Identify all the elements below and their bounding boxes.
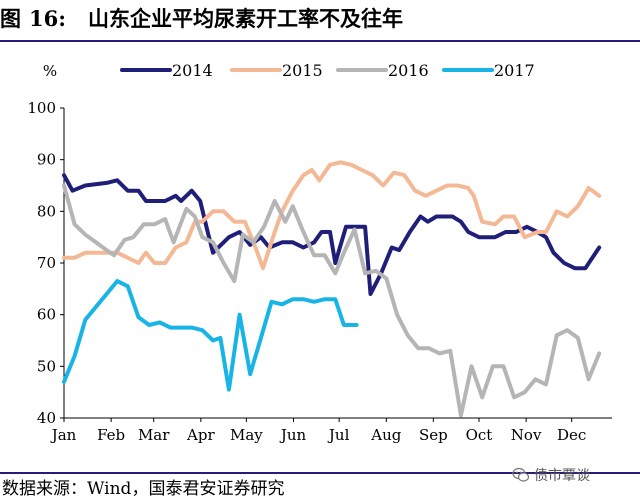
legend: 2014 2015 2016 2017 — [120, 61, 535, 80]
watermark-text: 债市覃谈 — [534, 468, 590, 484]
axes: 40 50 60 70 80 90 100 Jan Feb Mar Apr May Jun Jul Aug S… — [27, 99, 612, 444]
y-tick-label: 90 — [37, 151, 56, 169]
figure-label: 图 — [0, 6, 21, 31]
x-tick-label: Sep — [419, 426, 448, 444]
figure-number: 16: — [29, 6, 66, 31]
series-line-2014 — [62, 173, 602, 296]
x-tick-label: Feb — [97, 426, 125, 444]
title-rule — [0, 40, 640, 42]
series-line-2016 — [62, 183, 602, 418]
source-rule — [0, 472, 640, 474]
x-tick-label: Nov — [511, 426, 542, 444]
x-tick-label: Jun — [279, 426, 307, 444]
y-tick-label: 60 — [37, 306, 56, 324]
x-tick-label: Apr — [186, 426, 215, 444]
x-tick-label: Dec — [557, 426, 586, 444]
x-tick-label: Jul — [327, 426, 350, 444]
legend-label-2014: 2014 — [172, 61, 213, 80]
x-tick-label: Jan — [50, 426, 77, 444]
legend-label-2017: 2017 — [494, 61, 535, 80]
x-tick-label: May — [230, 426, 263, 444]
watermark: 债市覃谈 — [512, 466, 590, 486]
x-tick-label: Aug — [370, 426, 401, 444]
series-line-2015 — [62, 160, 602, 271]
figure-title: 图 16: 山东企业平均尿素开工率不及往年 — [0, 2, 640, 36]
y-axis-unit: % — [43, 62, 57, 80]
y-tick-label: 100 — [27, 99, 56, 117]
series-line-2017 — [62, 279, 359, 392]
y-tick-label: 50 — [37, 357, 56, 375]
y-tick-label: 80 — [37, 202, 56, 220]
y-tick-label: 40 — [37, 409, 56, 427]
line-chart: 2014 2015 2016 2017 % 40 50 60 70 80 90 100 Jan Feb… — [27, 61, 612, 444]
x-tick-label: Oct — [466, 426, 493, 444]
series-lines — [62, 160, 602, 418]
wechat-icon — [512, 467, 530, 482]
legend-label-2015: 2015 — [282, 61, 323, 80]
source-note: 数据来源：Wind，国泰君安证券研究 — [2, 479, 285, 499]
y-tick-label: 70 — [37, 254, 56, 272]
x-tick-label: Mar — [138, 426, 170, 444]
legend-label-2016: 2016 — [388, 61, 429, 80]
chart-title: 山东企业平均尿素开工率不及往年 — [87, 6, 403, 31]
